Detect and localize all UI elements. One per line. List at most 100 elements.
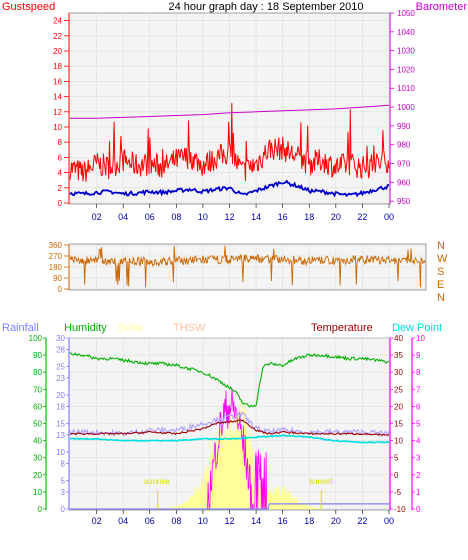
solar-tick: 13 [56, 431, 65, 440]
solar-tick: 0 [61, 505, 66, 514]
barometer-tick: 970 [397, 159, 411, 168]
rain-rate-tick: 8 [416, 368, 421, 377]
barometer-tick: 990 [397, 122, 411, 131]
humidity-tick: 40 [33, 437, 42, 446]
x-tick-label: 18 [304, 516, 314, 526]
temperature-tick: 35 [394, 351, 403, 360]
rain-rate-tick: 7 [416, 385, 421, 394]
wind-direction-series [69, 245, 426, 288]
x-tick-label: 10 [198, 516, 208, 526]
rainfall-series [70, 503, 389, 510]
gustspeed-tick: 12 [53, 108, 62, 117]
x-tick-label: 02 [92, 212, 102, 222]
temperature-tick: 15 [394, 420, 403, 429]
humidity-tick: 0 [38, 505, 43, 514]
barometer-tick: 1050 [397, 9, 415, 18]
x-tick-label: 14 [251, 212, 261, 222]
humidity-tick: 80 [33, 368, 42, 377]
temperature-tick: 5 [394, 454, 399, 463]
solar-tick: 30 [56, 334, 65, 343]
compass-label: N [437, 240, 445, 252]
temperature-tick: 10 [394, 437, 403, 446]
x-tick-label: 08 [171, 516, 181, 526]
temperature-tick: 0 [394, 471, 399, 480]
gustspeed-tick: 8 [58, 138, 63, 147]
x-tick-label: 16 [278, 212, 288, 222]
humidity-tick: 60 [33, 402, 42, 411]
compass-label: N [437, 292, 445, 304]
x-tick-label: 14 [251, 516, 261, 526]
rain-rate-tick: 9 [416, 351, 421, 360]
humidity-tick: 90 [33, 351, 42, 360]
solar-tick: 10 [56, 448, 65, 457]
x-tick-label: 00 [384, 516, 394, 526]
rain-rate-tick: 1 [416, 488, 421, 497]
gustspeed-tick: 14 [53, 93, 62, 102]
x-tick-label: 22 [357, 212, 367, 222]
compass-label: S [437, 266, 444, 278]
x-tick-label: 06 [145, 516, 155, 526]
compass-label: W [437, 253, 448, 265]
solar-tick: 28 [56, 345, 65, 354]
solar-tick: 15 [56, 420, 65, 429]
gustspeed-series [69, 102, 390, 182]
humidity-tick: 30 [33, 454, 42, 463]
barometer-series [70, 104, 390, 119]
barometer-tick: 1020 [397, 65, 415, 74]
barometer-tick: 1040 [397, 28, 415, 37]
solar-tick: 20 [56, 391, 65, 400]
x-tick-label: 20 [331, 212, 341, 222]
gustspeed-tick: 22 [53, 32, 62, 41]
x-tick-label: 10 [198, 212, 208, 222]
dew-point-series [69, 434, 390, 444]
humidity-tick: 50 [33, 420, 42, 429]
windspeed-series [69, 179, 390, 198]
temperature-tick: 20 [394, 402, 403, 411]
barometer-tick: 980 [397, 141, 411, 150]
temperature-tick: 40 [394, 334, 403, 343]
x-tick-label: 06 [145, 212, 155, 222]
humidity-tick: 70 [33, 385, 42, 394]
direction-tick: 0 [58, 285, 63, 294]
x-tick-label: 12 [224, 516, 234, 526]
solar-tick: 8 [61, 459, 66, 468]
x-tick-label: 12 [224, 212, 234, 222]
solar-tick: 3 [61, 488, 66, 497]
legend-dew-point: Dew Point [392, 322, 442, 334]
gustspeed-tick: 0 [58, 199, 63, 208]
rain-rate-tick: 5 [416, 420, 421, 429]
gustspeed-tick: 10 [53, 123, 62, 132]
rain-rate-tick: 0 [416, 505, 421, 514]
legend-humidity: Humidity [64, 322, 107, 334]
humidity-tick: 100 [29, 334, 43, 343]
legend-solar: Solar [118, 322, 144, 334]
chart-title: 24 hour graph day : 18 September 2010 [168, 1, 363, 13]
x-tick-label: 18 [304, 212, 314, 222]
temperature-series [69, 419, 390, 437]
temperature-tick: -10 [394, 505, 406, 514]
barometer-tick: 960 [397, 178, 411, 187]
x-tick-label: 20 [331, 516, 341, 526]
x-tick-label: 08 [171, 212, 181, 222]
direction-tick: 180 [49, 263, 63, 272]
direction-tick: 360 [49, 241, 63, 250]
gustspeed-tick: 20 [53, 47, 62, 56]
temperature-tick: 25 [394, 385, 403, 394]
rain-rate-series [206, 388, 268, 510]
gustspeed-tick: 16 [53, 77, 62, 86]
gustspeed-tick: 2 [58, 184, 63, 193]
legend-temperature: Temperature [311, 322, 373, 334]
sunrise-label: sunrise [144, 477, 170, 486]
gustspeed-tick: 4 [58, 169, 63, 178]
barometer-tick: 1030 [397, 47, 415, 56]
barometer-label: Barometer [416, 1, 468, 13]
gustspeed-tick: 6 [58, 153, 63, 162]
barometer-tick: 1010 [397, 84, 415, 93]
gustspeed-label: Gustspeed [2, 1, 55, 13]
legend-rainfall: Rainfall [2, 322, 39, 334]
solar-tick: 25 [56, 363, 65, 372]
rain-rate-tick: 6 [416, 402, 421, 411]
x-tick-label: 02 [92, 516, 102, 526]
